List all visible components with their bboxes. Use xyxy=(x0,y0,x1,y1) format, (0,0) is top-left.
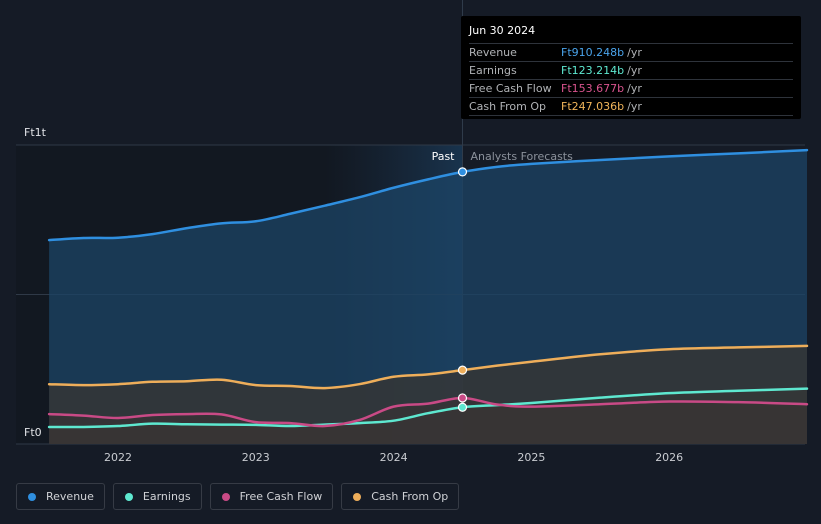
tooltip-row-earnings: Earnings Ft123.214b/yr xyxy=(469,62,793,80)
legend-item-free-cash-flow[interactable]: Free Cash Flow xyxy=(209,483,334,510)
line-revenue xyxy=(47,148,809,242)
past-label: Past xyxy=(432,150,456,163)
legend-dot-icon xyxy=(124,492,133,501)
tooltip-unit: /yr xyxy=(627,64,642,77)
x-tick-label: 2026 xyxy=(655,451,683,464)
legend-label: Cash From Op xyxy=(371,490,449,503)
tooltip-label: Cash From Op xyxy=(469,100,547,113)
legend-item-earnings[interactable]: Earnings xyxy=(112,483,202,510)
x-tick-label: 2023 xyxy=(242,451,270,464)
legend-item-revenue[interactable]: Revenue xyxy=(16,483,105,510)
tooltip-label: Earnings xyxy=(469,64,517,77)
tooltip-date: Jun 30 2024 xyxy=(469,24,793,44)
tooltip-value: Ft123.214b xyxy=(561,64,625,77)
forecast-label: Analysts Forecasts xyxy=(471,150,574,163)
legend-item-cash-from-op[interactable]: Cash From Op xyxy=(341,483,460,510)
legend-dot-icon xyxy=(28,492,36,501)
tooltip-row-revenue: Revenue Ft910.248b/yr xyxy=(469,44,793,62)
legend-label: Earnings xyxy=(142,490,191,503)
tooltip-value: Ft910.248b xyxy=(561,46,625,59)
tooltip-unit: /yr xyxy=(627,46,642,59)
legend: Revenue Earnings Free Cash Flow Cash Fro… xyxy=(16,483,460,512)
tooltip: Jun 30 2024 Revenue Ft910.248b/yr Earnin… xyxy=(461,16,801,119)
legend-dot-icon xyxy=(353,492,362,501)
line-earnings xyxy=(47,387,809,429)
tooltip-value: Ft247.036b xyxy=(561,100,625,113)
marker-cash-from-op xyxy=(457,365,468,375)
y-tick-label: Ft1t xyxy=(24,126,47,139)
tooltip-label: Revenue xyxy=(469,46,517,59)
x-tick-label: 2022 xyxy=(104,451,132,464)
tooltip-unit: /yr xyxy=(627,100,642,113)
marker-free-cash-flow xyxy=(457,393,468,403)
legend-label: Free Cash Flow xyxy=(239,490,323,503)
tooltip-value: Ft153.677b xyxy=(561,82,625,95)
tooltip-row-free-cash-flow: Free Cash Flow Ft153.677b/yr xyxy=(469,80,793,98)
legend-dot-icon xyxy=(221,492,230,501)
x-tick-label: 2024 xyxy=(380,451,408,464)
line-free-cash-flow xyxy=(47,396,809,428)
y-tick-label: Ft0 xyxy=(24,426,42,439)
tooltip-label: Free Cash Flow xyxy=(469,82,552,95)
tooltip-row-cash-from-op: Cash From Op Ft247.036b/yr xyxy=(469,98,793,116)
x-tick-label: 2025 xyxy=(517,451,545,464)
tooltip-unit: /yr xyxy=(627,82,642,95)
marker-revenue xyxy=(457,167,468,177)
legend-label: Revenue xyxy=(46,490,94,503)
line-cash-from-op xyxy=(47,344,809,390)
marker-earnings xyxy=(457,402,468,412)
